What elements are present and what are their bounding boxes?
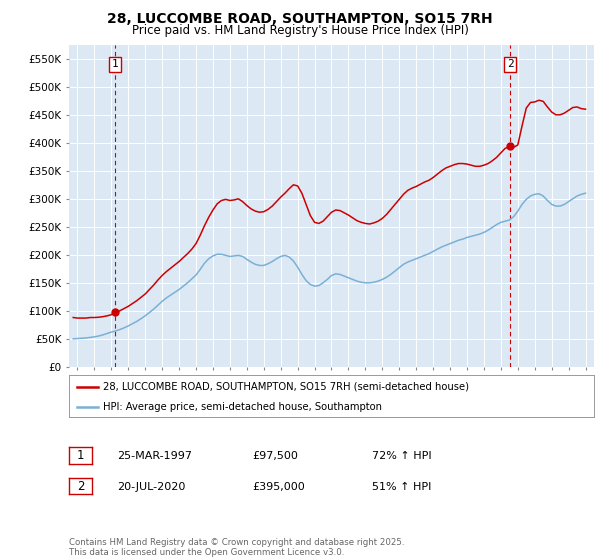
Text: 2: 2 xyxy=(77,479,84,493)
Text: Price paid vs. HM Land Registry's House Price Index (HPI): Price paid vs. HM Land Registry's House … xyxy=(131,24,469,36)
Text: 28, LUCCOMBE ROAD, SOUTHAMPTON, SO15 7RH: 28, LUCCOMBE ROAD, SOUTHAMPTON, SO15 7RH xyxy=(107,12,493,26)
Text: 72% ↑ HPI: 72% ↑ HPI xyxy=(372,451,431,461)
Text: 2: 2 xyxy=(507,59,514,69)
Text: 1: 1 xyxy=(77,449,84,462)
Text: HPI: Average price, semi-detached house, Southampton: HPI: Average price, semi-detached house,… xyxy=(103,402,382,412)
Text: £395,000: £395,000 xyxy=(252,482,305,492)
Text: 28, LUCCOMBE ROAD, SOUTHAMPTON, SO15 7RH (semi-detached house): 28, LUCCOMBE ROAD, SOUTHAMPTON, SO15 7RH… xyxy=(103,382,469,392)
Text: Contains HM Land Registry data © Crown copyright and database right 2025.
This d: Contains HM Land Registry data © Crown c… xyxy=(69,538,404,557)
Text: 20-JUL-2020: 20-JUL-2020 xyxy=(117,482,185,492)
Text: 51% ↑ HPI: 51% ↑ HPI xyxy=(372,482,431,492)
Text: £97,500: £97,500 xyxy=(252,451,298,461)
Text: 25-MAR-1997: 25-MAR-1997 xyxy=(117,451,192,461)
Text: 1: 1 xyxy=(112,59,119,69)
